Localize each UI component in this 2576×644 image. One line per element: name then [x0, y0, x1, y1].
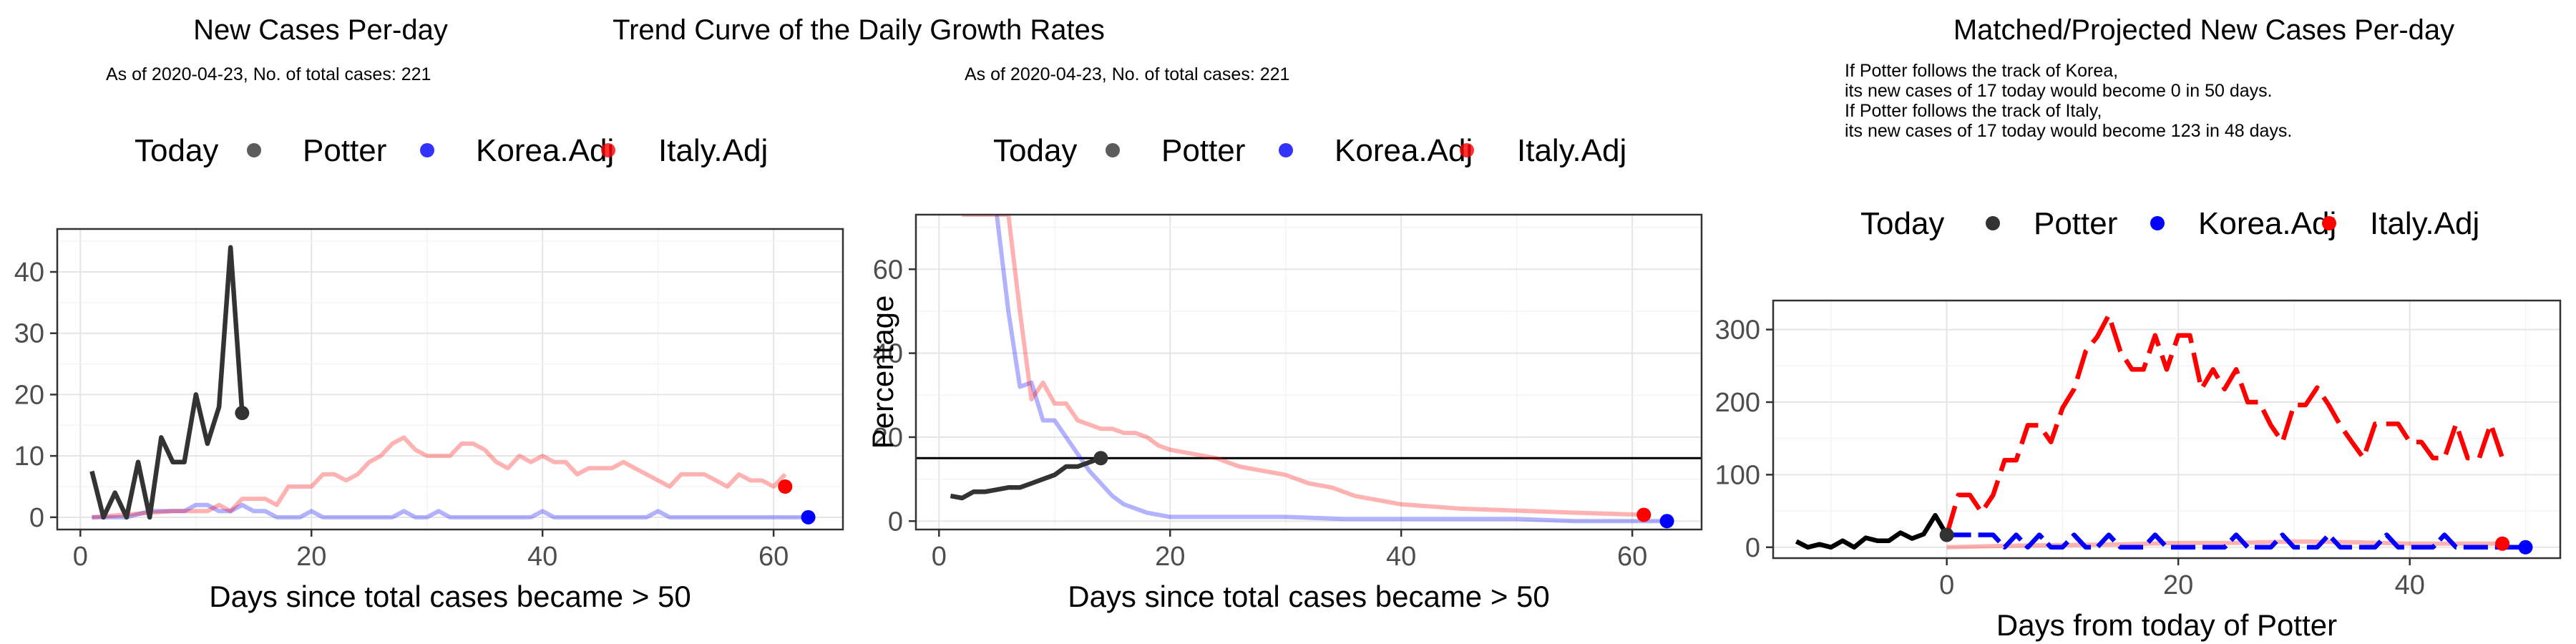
today-point-potter	[1093, 451, 1108, 466]
y-tick-label: 60	[873, 255, 903, 285]
chart-panel-1: New Cases Per-day As of 2020-04-23, No. o…	[14, 14, 844, 613]
plot-area	[1773, 301, 2560, 558]
plot-frame	[56, 228, 844, 531]
y-tick-label: 200	[1715, 388, 1760, 418]
plot-data	[916, 215, 1702, 524]
plot-frame	[1772, 299, 2562, 560]
x-tick-label: 0	[73, 542, 88, 572]
legend-label-korea-adj: Korea.Adj	[1335, 133, 1473, 168]
series-line-italy-ghost	[1946, 539, 2503, 550]
series-line-potter	[1795, 512, 1949, 550]
series-line-korea-adj	[1946, 532, 2526, 550]
chart-subtitle-line: As of 2020-04-23, No. of total cases: 22…	[106, 64, 431, 84]
today-point-korea-adj	[2518, 540, 2533, 555]
legend-key-potter	[1106, 143, 1120, 157]
chart-subtitle-line: its new cases of 17 today would become 1…	[1845, 121, 2292, 141]
gridlines	[1773, 301, 2560, 558]
legend: Today Potter Korea.Adj Italy.Adj	[1860, 206, 2479, 241]
series-line-korea-adj	[995, 215, 1667, 524]
legend-key-korea-adj	[420, 143, 434, 157]
y-tick-label: 300	[1715, 316, 1760, 346]
x-tick-label: 40	[2395, 570, 2425, 600]
chart-title: Trend Curve of the Daily Growth Rates	[613, 14, 1105, 46]
legend-title: Today	[993, 133, 1077, 168]
chart-title: Matched/Projected New Cases Per-day	[1953, 14, 2454, 46]
legend-title: Today	[135, 133, 218, 168]
legend-key-korea-adj	[1279, 143, 1293, 157]
series-line-potter	[950, 456, 1102, 501]
y-tick-label: 10	[14, 441, 44, 472]
y-tick-label: 40	[873, 339, 903, 369]
gridlines	[57, 229, 843, 530]
x-tick-label: 40	[1386, 542, 1416, 572]
legend-title: Today	[1860, 206, 1944, 241]
y-tick-label: 20	[14, 380, 44, 410]
legend-label-potter: Potter	[1161, 133, 1245, 168]
chart-subtitle-line: As of 2020-04-23, No. of total cases: 22…	[965, 64, 1289, 84]
chart-subtitle-line: If Potter follows the track of Korea,	[1845, 61, 2118, 81]
legend: Today Potter Korea.Adj Italy.Adj	[993, 133, 1626, 168]
legend-label-italy-adj: Italy.Adj	[2370, 206, 2479, 241]
today-point-potter	[235, 406, 250, 421]
y-tick-label: 0	[1745, 533, 1760, 563]
y-tick-label: 0	[29, 503, 44, 533]
axis-ticks: 0 20 40 60 0 10 20 30 40	[14, 258, 789, 572]
legend-label-italy-adj: Italy.Adj	[1517, 133, 1626, 168]
y-axis-title: Percentage	[866, 296, 899, 449]
today-point-italy-adj	[1636, 507, 1652, 522]
legend-label-korea-adj: Korea.Adj	[2198, 206, 2336, 241]
today-point-italy-adj	[778, 479, 793, 494]
chart-title: New Cases Per-day	[193, 14, 448, 46]
chart-subtitle-line: its new cases of 17 today would become 0…	[1845, 81, 2273, 101]
legend-key-italy-adj	[1460, 143, 1474, 157]
series-line-italy-adj	[92, 435, 787, 519]
plot-data	[89, 245, 809, 520]
legend-label-korea-adj: Korea.Adj	[476, 133, 614, 168]
x-tick-label: 0	[932, 542, 947, 572]
x-tick-label: 40	[527, 542, 557, 572]
y-tick-label: 30	[14, 319, 44, 349]
y-tick-label: 100	[1715, 460, 1760, 490]
y-tick-label: 20	[873, 423, 903, 453]
plot-data	[1795, 313, 2526, 550]
legend-label-potter: Potter	[2034, 206, 2117, 241]
chart-subtitle-line: If Potter follows the track of Italy,	[1845, 101, 2102, 121]
legend-key-korea-adj	[2150, 216, 2165, 230]
legend-key-italy-adj	[2322, 216, 2336, 230]
plot-frame	[914, 213, 1703, 531]
legend-label-potter: Potter	[303, 133, 386, 168]
today-point-korea-adj	[801, 509, 816, 525]
x-axis-title: Days since total cases became > 50	[209, 580, 691, 613]
series-line-italy-adj	[1944, 313, 2505, 536]
x-tick-label: 20	[2163, 570, 2193, 600]
legend-key-potter	[1986, 216, 2000, 230]
x-tick-label: 60	[1617, 542, 1647, 572]
x-tick-label: 20	[1155, 542, 1185, 572]
x-tick-label: 60	[758, 542, 789, 572]
series-line-korea-adj	[92, 502, 809, 519]
legend-label-italy-adj: Italy.Adj	[658, 133, 768, 168]
x-axis-title: Days since total cases became > 50	[1068, 580, 1550, 613]
axis-ticks: 0 20 40 60 0 20 40 60	[873, 255, 1648, 572]
x-tick-label: 0	[1939, 570, 1954, 600]
legend-key-potter	[247, 143, 261, 157]
y-tick-label: 0	[888, 507, 903, 537]
plot-area	[57, 229, 843, 530]
today-point-potter	[1939, 527, 1954, 542]
legend-key-italy-adj	[601, 143, 615, 157]
legend: Today Potter Korea.Adj Italy.Adj	[135, 133, 768, 168]
series-line-potter	[89, 245, 245, 520]
x-axis-title: Days from today of Potter	[1996, 608, 2337, 642]
chart-panel-3: Matched/Projected New Cases Per-day If Po…	[1715, 14, 2562, 642]
x-tick-label: 20	[296, 542, 326, 572]
chart-panel-2: Trend Curve of the Daily Growth Rates As …	[613, 14, 1703, 613]
today-point-korea-adj	[1659, 514, 1674, 529]
axis-ticks: 0 20 40 0 100 200 300	[1715, 316, 2425, 600]
today-point-italy-adj	[2495, 536, 2510, 551]
y-tick-label: 40	[14, 258, 44, 288]
series-line-italy-adj	[962, 215, 1644, 517]
